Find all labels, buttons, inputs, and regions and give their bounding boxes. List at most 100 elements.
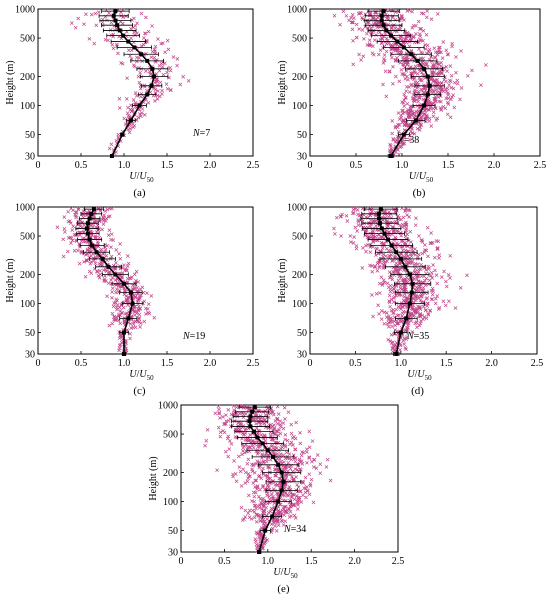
mean-marker bbox=[247, 419, 252, 424]
scatter-point bbox=[106, 233, 111, 238]
scatter-point bbox=[417, 95, 422, 99]
scatter-point bbox=[444, 279, 448, 284]
scatter-point bbox=[405, 30, 410, 35]
mean-marker bbox=[94, 250, 99, 255]
scatter-point bbox=[483, 63, 488, 67]
scatter-point bbox=[387, 229, 391, 234]
scatter-point bbox=[287, 452, 292, 456]
scatter-point bbox=[273, 524, 278, 528]
scatter-point bbox=[347, 18, 351, 23]
panel-label: (d) bbox=[411, 385, 424, 397]
x-label-u-ref: U bbox=[139, 369, 147, 380]
scatter-point bbox=[69, 206, 74, 211]
scatter-point bbox=[127, 276, 132, 280]
scatter-point bbox=[391, 137, 396, 142]
scatter-point bbox=[352, 16, 356, 21]
scatter-point bbox=[406, 77, 410, 82]
scatter-point bbox=[69, 241, 73, 245]
scatter-point bbox=[449, 97, 453, 102]
mean-marker bbox=[389, 243, 394, 248]
scatter-point bbox=[135, 21, 139, 26]
scatter-point bbox=[93, 234, 98, 238]
mean-marker bbox=[149, 83, 154, 88]
scatter-point bbox=[391, 307, 396, 312]
mean-marker bbox=[398, 256, 403, 261]
scatter-point bbox=[104, 253, 109, 258]
scatter-point bbox=[252, 470, 257, 475]
scatter-point bbox=[447, 299, 451, 304]
scatter-point bbox=[338, 22, 342, 27]
scatter-point bbox=[360, 266, 365, 270]
scatter-point bbox=[416, 294, 421, 299]
scatter-point bbox=[126, 48, 131, 53]
scatter-point bbox=[186, 78, 191, 83]
scatter-point bbox=[401, 298, 406, 303]
mean-marker bbox=[407, 301, 412, 306]
scatter-point bbox=[266, 500, 271, 504]
scatter-point bbox=[76, 222, 80, 227]
scatter-point bbox=[250, 467, 254, 472]
scatter-point bbox=[384, 94, 389, 99]
scatter-point bbox=[247, 493, 251, 498]
scatter-point bbox=[299, 453, 304, 458]
scatter-point bbox=[262, 542, 266, 546]
x-tick-label: 0.5 bbox=[350, 160, 363, 171]
scatter-point bbox=[389, 51, 394, 56]
scatter-point bbox=[404, 220, 408, 225]
scatter-point bbox=[253, 485, 257, 489]
scatter-point bbox=[425, 225, 430, 230]
scatter-point bbox=[126, 105, 130, 110]
scatter-point bbox=[130, 122, 135, 127]
scatter-point bbox=[276, 490, 281, 495]
scatter-point bbox=[383, 32, 388, 36]
mean-marker bbox=[120, 132, 125, 137]
scatter-point bbox=[351, 62, 356, 67]
mean-marker bbox=[130, 301, 135, 306]
scatter-point bbox=[133, 295, 138, 300]
scatter-point bbox=[413, 64, 418, 69]
scatter-point bbox=[413, 80, 418, 85]
scatter-point bbox=[406, 208, 411, 212]
scatter-point bbox=[69, 21, 74, 25]
scatter-point bbox=[252, 417, 257, 422]
scatter-point bbox=[433, 301, 438, 306]
scatter-point bbox=[156, 37, 160, 41]
scatter-point bbox=[421, 11, 426, 16]
scatter-point bbox=[88, 261, 93, 266]
scatter-point bbox=[119, 310, 124, 315]
mean-marker bbox=[91, 207, 96, 212]
scatter-point bbox=[389, 216, 394, 220]
scatter-point bbox=[416, 19, 421, 24]
scatter-point bbox=[305, 460, 309, 465]
scatter-point bbox=[109, 281, 114, 286]
mean-marker bbox=[378, 207, 383, 212]
scatter-point bbox=[122, 319, 127, 324]
scatter-point bbox=[424, 316, 429, 321]
mean-marker bbox=[87, 237, 92, 242]
scatter-point bbox=[399, 48, 404, 53]
scatter-point bbox=[242, 517, 246, 521]
mean-marker bbox=[85, 221, 90, 226]
scatter-point bbox=[400, 239, 404, 244]
scatter-point bbox=[417, 37, 422, 42]
scatter-point bbox=[70, 238, 75, 243]
scatter-point bbox=[296, 485, 301, 489]
scatter-point bbox=[418, 311, 423, 316]
scatter-point bbox=[131, 63, 136, 68]
x-label-subscript: 50 bbox=[426, 176, 434, 184]
scatter-point bbox=[370, 293, 374, 297]
scatter-point bbox=[73, 25, 78, 30]
scatter-point bbox=[139, 114, 143, 119]
scatter-point bbox=[432, 46, 437, 51]
x-axis-label: U/U50 bbox=[129, 369, 154, 382]
scatter-point bbox=[120, 21, 125, 26]
scatter-point bbox=[287, 479, 292, 483]
scatter-point bbox=[291, 443, 295, 447]
scatter-point bbox=[103, 37, 108, 42]
scatter-point bbox=[66, 236, 71, 240]
scatter-point bbox=[429, 17, 434, 22]
plot-frame bbox=[37, 206, 254, 355]
scatter-point bbox=[126, 127, 130, 132]
scatter-point bbox=[138, 86, 143, 91]
x-label-u: U bbox=[407, 369, 415, 380]
